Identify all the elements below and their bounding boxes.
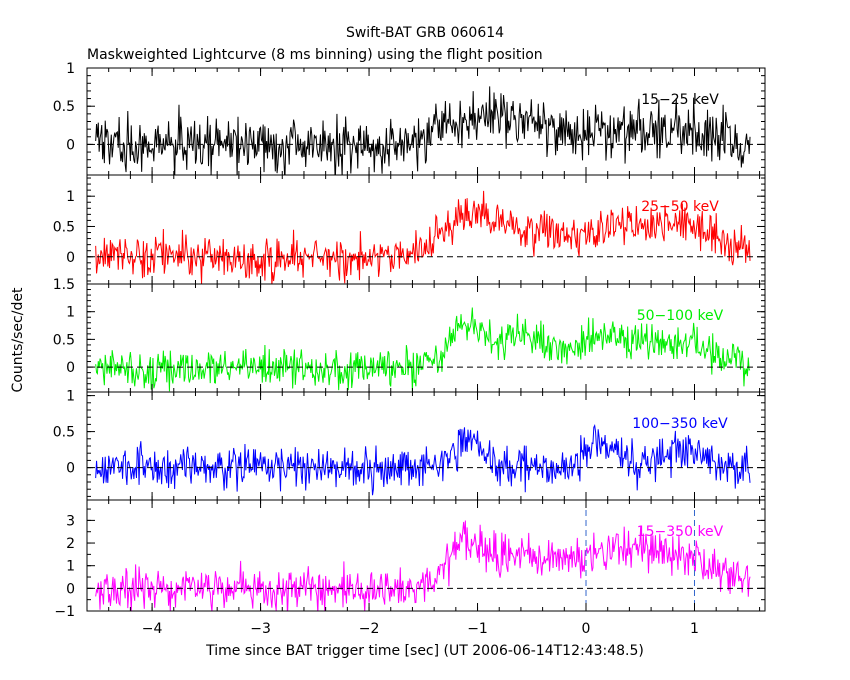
y-tick-label: 1 <box>66 189 75 205</box>
series-line <box>95 307 751 392</box>
series-line <box>95 520 751 611</box>
series-line <box>95 86 751 175</box>
y-tick-label: 1 <box>66 559 75 575</box>
chart-subtitle: Maskweighted Lightcurve (8 ms binning) u… <box>87 47 543 63</box>
y-tick-label: 2 <box>66 536 75 552</box>
y-tick-label: 1 <box>66 389 75 405</box>
y-tick-label: 0 <box>66 137 75 153</box>
y-tick-label: 0 <box>66 461 75 477</box>
y-tick-label: 0 <box>66 360 75 376</box>
series-label: 15−25 keV <box>641 92 719 108</box>
panel-15-350-kev: 3 2 1 0 −1 15−350 keV <box>54 499 766 620</box>
x-axis-label: Time since BAT trigger time [sec] (UT 20… <box>205 643 644 659</box>
y-tick-label: 1 <box>66 305 75 321</box>
x-tick-label: −2 <box>359 621 380 637</box>
y-tick-label: 0.5 <box>53 332 75 348</box>
y-tick-label: 1 <box>66 61 75 77</box>
x-tick-label: 0 <box>582 621 591 637</box>
y-tick-label: 3 <box>66 513 75 529</box>
series-label: 50−100 keV <box>637 308 724 324</box>
y-tick-label: 0.5 <box>53 425 75 441</box>
y-tick-label: 1.5 <box>53 277 75 293</box>
y-tick-label: 0 <box>66 250 75 266</box>
panel-100-350-kev: 1 0.5 0 100−350 keV <box>53 389 766 501</box>
chart-title: Swift-BAT GRB 060614 <box>346 25 504 41</box>
x-tick-label: 1 <box>690 621 699 637</box>
x-tick-label: −1 <box>467 621 488 637</box>
panel-frame <box>86 499 766 612</box>
y-axis-label: Counts/sec/det <box>10 287 26 392</box>
series-line <box>95 424 751 496</box>
series-label: 100−350 keV <box>632 416 728 432</box>
panel-frame <box>86 391 766 501</box>
y-tick-label: 0 <box>66 581 75 597</box>
series-label: 25−50 keV <box>641 199 719 215</box>
x-tick-label: −3 <box>250 621 271 637</box>
y-tick-label: −1 <box>54 604 75 620</box>
panels: 1 0.5 0 15−25 keV 1 0.5 0 25−50 keV 1.5 1 0.5 0 50−1… <box>53 61 766 637</box>
panel-25-50-kev: 1 0.5 0 25−50 keV <box>53 174 766 285</box>
y-tick-label: 0.5 <box>53 99 75 115</box>
y-tick-label: 0.5 <box>53 219 75 235</box>
x-tick-label: −4 <box>142 621 163 637</box>
series-label: 15−350 keV <box>637 524 724 540</box>
panel-50-100-kev: 1.5 1 0.5 0 50−100 keV <box>53 277 766 393</box>
panel-15-25-kev: 1 0.5 0 15−25 keV <box>53 61 766 176</box>
